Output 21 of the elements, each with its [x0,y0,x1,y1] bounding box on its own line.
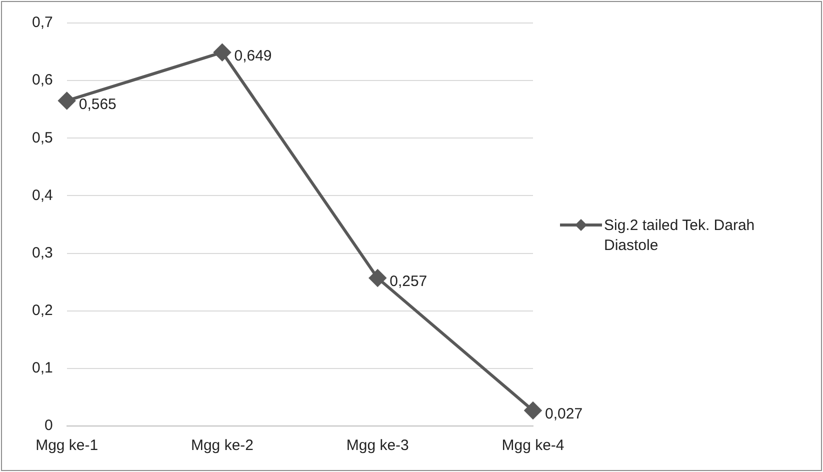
x-tick-label: Mgg ke-2 [190,437,254,454]
data-label: 0,257 [390,273,428,290]
data-label: 0,649 [234,48,272,64]
y-tick-label: 0,2 [32,302,53,319]
y-tick-label: 0,6 [32,72,53,89]
y-tick-label: 0,1 [32,360,53,377]
y-tick-label: 0,7 [32,14,53,32]
x-tick-label: Mgg ke-1 [36,437,98,454]
point [524,402,542,419]
legend-label: Sig.2 tailed Tek. Darah Diastole [604,216,756,256]
y-tick-label: 0,4 [32,186,53,204]
point [58,92,76,110]
y-tick-label: 0 [44,417,53,434]
point [369,270,386,287]
x-tick-label: Mgg ke-3 [346,437,409,454]
point [214,44,231,61]
x-tick-label: Mgg ke-4 [502,437,564,454]
data-label: 0,565 [78,96,116,113]
data-label: 0,027 [545,406,583,423]
y-tick-label: 0,3 [32,244,53,262]
y-tick-label: 0,5 [32,129,53,146]
